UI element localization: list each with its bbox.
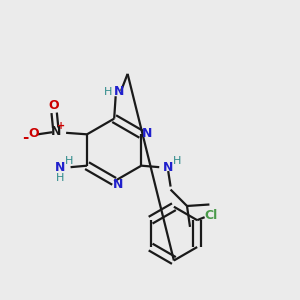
- Text: Cl: Cl: [204, 209, 217, 222]
- Text: H: H: [56, 172, 64, 183]
- Text: H: H: [173, 156, 181, 166]
- Text: N: N: [142, 127, 152, 140]
- Text: N: N: [50, 125, 61, 138]
- Text: H: H: [65, 156, 73, 166]
- Text: O: O: [28, 127, 39, 140]
- Text: N: N: [113, 85, 124, 98]
- Text: N: N: [112, 178, 123, 191]
- Text: O: O: [49, 99, 59, 112]
- Text: N: N: [55, 161, 65, 174]
- Text: +: +: [57, 121, 65, 131]
- Text: -: -: [22, 130, 28, 145]
- Text: H: H: [104, 87, 112, 97]
- Text: N: N: [163, 161, 173, 174]
